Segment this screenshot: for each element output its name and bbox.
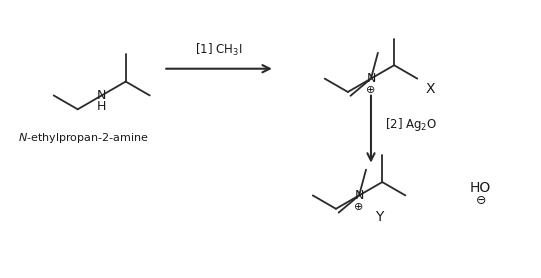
- Text: N: N: [97, 89, 107, 102]
- Text: [2] Ag$_2$O: [2] Ag$_2$O: [385, 116, 437, 133]
- Text: [1] CH$_3$I: [1] CH$_3$I: [195, 42, 243, 58]
- Text: ⊕: ⊕: [366, 86, 375, 95]
- Text: X: X: [426, 81, 435, 96]
- Text: N: N: [366, 72, 375, 85]
- Text: ⊕: ⊕: [354, 202, 364, 212]
- Text: HO: HO: [470, 180, 491, 195]
- Text: $\it{N}$-ethylpropan-2-amine: $\it{N}$-ethylpropan-2-amine: [17, 131, 148, 145]
- Text: N: N: [354, 189, 364, 202]
- Text: H: H: [97, 100, 107, 113]
- Text: Y: Y: [375, 210, 383, 224]
- Text: ⊖: ⊖: [476, 194, 486, 207]
